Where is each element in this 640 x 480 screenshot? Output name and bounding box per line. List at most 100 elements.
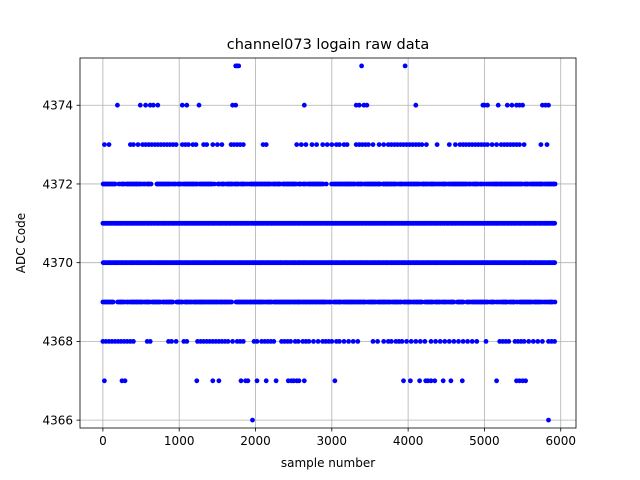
data-point	[552, 181, 558, 187]
data-point	[399, 339, 405, 344]
data-point	[301, 102, 307, 108]
data-point	[413, 339, 419, 344]
data-point	[122, 378, 128, 384]
data-point	[359, 63, 364, 69]
data-point	[535, 339, 541, 344]
data-point	[428, 378, 434, 384]
data-point	[263, 142, 269, 148]
data-point	[370, 339, 376, 344]
data-point	[485, 142, 490, 148]
data-point	[303, 142, 309, 148]
data-point	[485, 102, 490, 108]
data-point	[216, 378, 222, 384]
x-tick-label: 3000	[317, 434, 348, 448]
data-point	[341, 339, 347, 344]
data-point	[523, 378, 528, 384]
data-point	[184, 339, 190, 344]
data-point	[309, 142, 315, 148]
data-point	[102, 378, 107, 384]
data-point	[437, 339, 443, 344]
data-point	[306, 339, 312, 344]
data-point	[155, 102, 161, 108]
y-tick-label: 4366	[42, 413, 73, 427]
data-point	[238, 378, 244, 384]
data-point	[137, 102, 143, 108]
data-point	[350, 339, 356, 344]
data-point	[337, 142, 342, 148]
data-point	[225, 339, 231, 344]
data-point	[148, 181, 154, 187]
data-point	[204, 142, 210, 148]
x-tick-label: 6000	[545, 434, 576, 448]
data-point	[520, 102, 525, 108]
data-point	[254, 378, 260, 384]
y-tick-label: 4374	[42, 99, 73, 113]
data-point	[504, 102, 510, 108]
data-point	[552, 260, 558, 266]
data-point	[509, 102, 515, 108]
data-point	[233, 102, 239, 108]
data-point	[521, 142, 527, 148]
chart-title: channel073 logain raw data	[227, 37, 429, 53]
data-point	[375, 339, 380, 344]
data-point	[296, 378, 302, 384]
data-point	[460, 299, 466, 305]
data-point	[459, 378, 465, 384]
data-point	[521, 339, 527, 344]
data-point	[446, 142, 452, 148]
data-point	[453, 142, 458, 148]
data-point	[544, 142, 550, 148]
data-point	[417, 339, 423, 344]
data-point	[356, 102, 362, 108]
data-point	[469, 339, 475, 344]
data-point	[364, 102, 370, 108]
data-point	[211, 181, 217, 187]
data-point	[517, 142, 522, 148]
data-point	[240, 142, 246, 148]
data-point	[301, 378, 307, 384]
y-axis-label: ADC Code	[14, 213, 28, 273]
data-point	[115, 102, 120, 108]
data-point	[483, 339, 489, 344]
data-point	[143, 102, 149, 108]
data-point	[254, 339, 260, 344]
data-point	[110, 299, 116, 305]
data-point	[419, 142, 425, 148]
data-point	[193, 142, 199, 148]
data-point	[424, 142, 429, 148]
x-tick-label: 0	[99, 434, 107, 448]
data-point	[408, 339, 414, 344]
data-point	[413, 102, 419, 108]
data-point	[323, 181, 329, 187]
data-point	[494, 378, 499, 384]
data-point	[451, 339, 457, 344]
data-point	[474, 339, 480, 344]
data-point	[329, 142, 335, 148]
data-point	[432, 378, 438, 384]
data-point	[401, 378, 406, 384]
data-point	[147, 339, 153, 344]
data-point	[184, 102, 190, 108]
data-point	[332, 378, 338, 384]
data-point	[526, 339, 532, 344]
axis-ticks: 0 1000 2000 3000 4000 5000 6000 4366 4368 4370 437…	[42, 99, 576, 448]
data-point	[381, 339, 387, 344]
data-point	[494, 142, 499, 148]
data-point	[250, 417, 255, 423]
data-point	[194, 378, 200, 384]
data-point	[273, 378, 279, 384]
data-point	[173, 142, 179, 148]
data-point	[170, 299, 176, 305]
data-point	[131, 339, 136, 344]
data-point	[460, 339, 466, 344]
data-point	[295, 339, 301, 344]
data-point	[552, 220, 558, 226]
data-point	[320, 142, 326, 148]
data-point	[433, 339, 438, 344]
data-point	[344, 142, 350, 148]
data-point	[366, 142, 371, 148]
data-point	[506, 339, 512, 344]
data-point	[150, 102, 156, 108]
